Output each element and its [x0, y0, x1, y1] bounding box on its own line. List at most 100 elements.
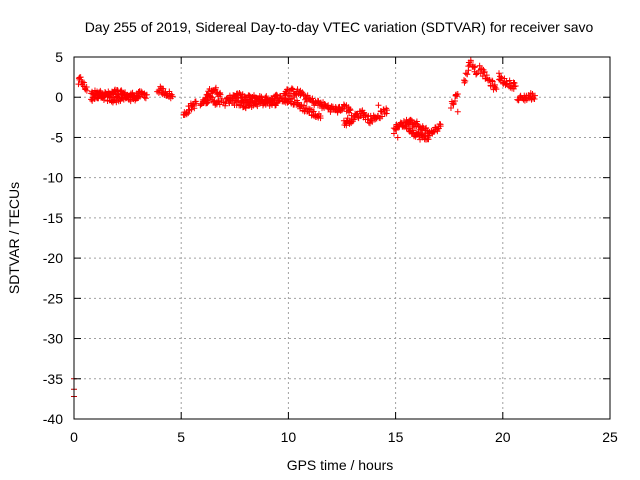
x-tick-label: 25	[602, 429, 618, 445]
axis-ticks	[73, 56, 611, 420]
data-point	[481, 68, 488, 75]
y-tick-label: 5	[55, 49, 63, 65]
data-point	[430, 128, 437, 135]
data-point	[472, 63, 479, 70]
data-point	[473, 71, 480, 78]
data-point	[274, 99, 281, 106]
data-point	[135, 95, 142, 102]
data-point	[77, 74, 84, 81]
y-tick-label: -5	[51, 129, 64, 145]
data-point	[384, 107, 391, 114]
data-point	[262, 101, 269, 108]
data-point	[215, 98, 222, 105]
data-point	[347, 107, 354, 114]
data-point	[212, 84, 219, 91]
data-point	[302, 105, 309, 112]
data-point	[462, 77, 469, 84]
data-point	[216, 90, 223, 97]
data-point	[437, 123, 444, 130]
data-point	[503, 78, 510, 85]
y-tick-label: -20	[43, 250, 63, 266]
data-point	[498, 74, 505, 81]
data-point	[365, 113, 372, 120]
data-point	[143, 91, 150, 98]
x-tick-label: 20	[495, 429, 511, 445]
data-point	[254, 103, 261, 110]
data-point	[107, 94, 114, 101]
x-tick-label: 5	[177, 429, 185, 445]
data-point	[130, 92, 137, 99]
data-point	[209, 94, 216, 101]
data-point	[239, 97, 246, 104]
y-axis-label: SDTVAR / TECUs	[6, 182, 22, 294]
data-point	[393, 127, 400, 134]
data-point	[309, 95, 316, 102]
data-point	[188, 106, 195, 113]
data-point	[160, 85, 167, 92]
data-point	[476, 62, 483, 69]
x-tick-label: 15	[388, 429, 404, 445]
data-point	[369, 118, 376, 125]
data-point	[434, 128, 441, 135]
data-point	[344, 115, 351, 122]
x-tick-label: 10	[281, 429, 297, 445]
x-tick-labels: 0 5 10 15 20 25	[70, 429, 618, 445]
plot-border	[73, 56, 611, 420]
y-tick-label: -25	[43, 290, 63, 306]
y-tick-label: -30	[43, 331, 63, 347]
data-point	[423, 124, 430, 131]
data-point	[191, 105, 198, 112]
data-point	[317, 115, 324, 122]
data-point	[394, 134, 401, 141]
data-point	[413, 118, 420, 125]
data-point	[91, 95, 98, 102]
data-point	[467, 57, 474, 64]
data-point	[226, 94, 233, 101]
data-point	[263, 93, 270, 100]
data-point	[289, 85, 296, 92]
data-point	[106, 93, 113, 100]
data-point	[205, 98, 212, 105]
data-point	[127, 98, 134, 105]
y-tick-label: -35	[43, 371, 63, 387]
data-point	[450, 101, 457, 108]
data-point	[79, 78, 86, 85]
data-point	[496, 70, 503, 77]
data-point	[289, 96, 296, 103]
data-point	[273, 91, 280, 98]
data-points	[71, 57, 538, 400]
data-point	[397, 119, 404, 126]
data-point	[405, 120, 412, 127]
data-point	[454, 91, 461, 98]
data-point	[346, 106, 353, 113]
data-point	[242, 104, 249, 111]
data-point	[228, 95, 235, 102]
data-point	[425, 136, 432, 143]
data-point	[407, 116, 414, 123]
data-point	[452, 98, 459, 105]
data-point	[375, 102, 382, 109]
data-point	[464, 71, 471, 78]
data-point	[531, 92, 538, 99]
data-point	[506, 77, 513, 84]
data-point	[497, 73, 504, 80]
data-point	[493, 86, 500, 93]
data-point	[390, 130, 397, 137]
y-tick-label: -40	[43, 411, 63, 427]
data-point	[483, 72, 490, 79]
data-point	[217, 91, 224, 98]
data-point	[424, 128, 431, 135]
data-point	[492, 84, 499, 91]
data-point	[216, 101, 223, 108]
x-tick-label: 0	[70, 429, 78, 445]
data-point	[379, 113, 386, 120]
x-axis-label: GPS time / hours	[287, 457, 394, 473]
data-point	[454, 108, 461, 115]
y-tick-label: 0	[55, 89, 63, 105]
y-tick-label: -15	[43, 210, 63, 226]
data-point	[134, 93, 141, 100]
data-point	[189, 101, 196, 108]
y-tick-labels: 5 0 -5 -10 -15 -20 -25 -30 -35 -40	[43, 49, 63, 427]
data-point	[235, 97, 242, 104]
